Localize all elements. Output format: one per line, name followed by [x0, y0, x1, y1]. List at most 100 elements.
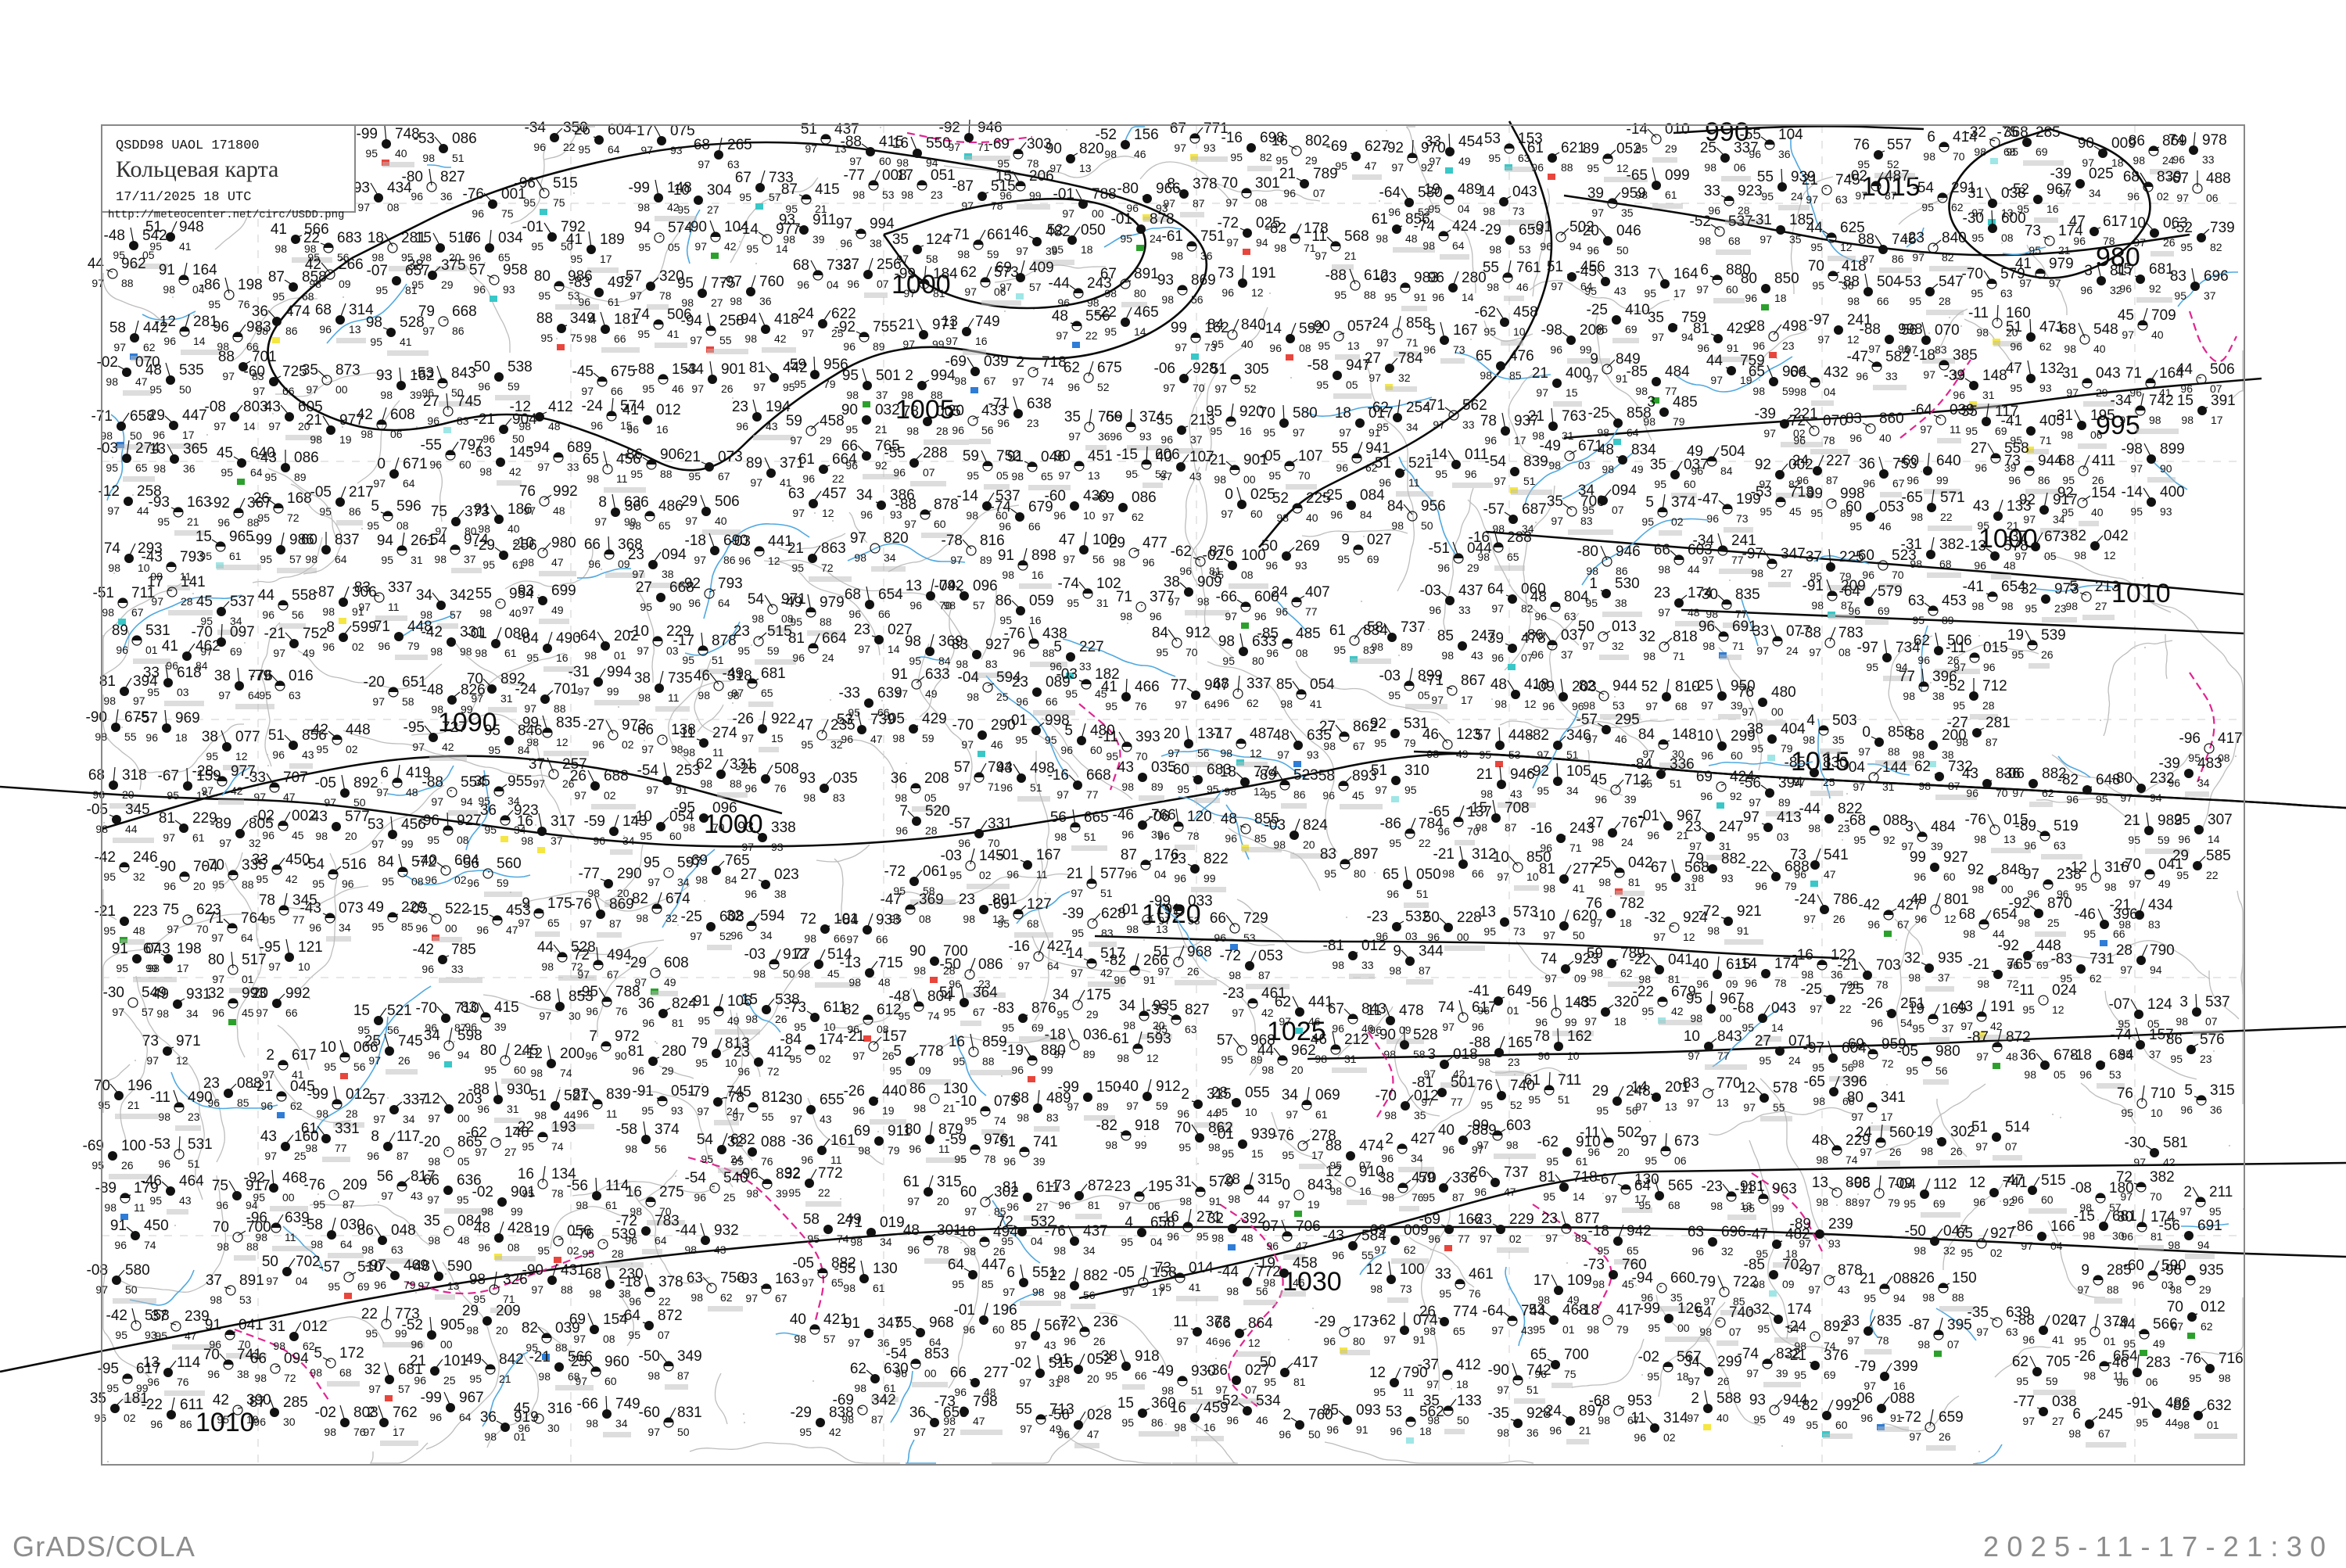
- svg-text:-67: -67: [2168, 170, 2189, 187]
- svg-text:-65: -65: [1429, 804, 1450, 820]
- svg-text:97: 97: [253, 385, 265, 397]
- svg-text:95: 95: [1056, 1008, 1069, 1021]
- svg-text:98: 98: [1273, 838, 1286, 851]
- svg-text:85: 85: [401, 920, 414, 933]
- svg-text:-49: -49: [723, 666, 744, 682]
- svg-text:95: 95: [2075, 881, 2087, 893]
- svg-text:31: 31: [1882, 780, 1895, 793]
- svg-text:49: 49: [1456, 748, 1469, 760]
- svg-text:42: 42: [724, 240, 737, 253]
- svg-text:-74: -74: [990, 499, 1012, 515]
- svg-text:5: 5: [893, 1043, 902, 1060]
- svg-text:66: 66: [1210, 910, 1226, 927]
- svg-text:96: 96: [909, 599, 922, 612]
- svg-text:98: 98: [106, 375, 118, 388]
- svg-text:98: 98: [730, 295, 742, 307]
- svg-text:-53: -53: [1900, 274, 1921, 290]
- svg-text:10: 10: [673, 182, 690, 199]
- svg-text:538: 538: [508, 359, 533, 375]
- svg-text:97: 97: [1543, 929, 1555, 942]
- svg-text:23: 23: [1170, 851, 1186, 867]
- svg-text:62: 62: [1620, 967, 1633, 979]
- svg-text:-33: -33: [245, 770, 266, 786]
- svg-text:95: 95: [1230, 151, 1243, 163]
- svg-text:301: 301: [1255, 175, 1280, 192]
- svg-text:96: 96: [840, 237, 852, 249]
- svg-text:96: 96: [1121, 828, 1134, 841]
- svg-text:498: 498: [1782, 318, 1807, 335]
- svg-text:95: 95: [1488, 152, 1501, 164]
- svg-text:24: 24: [1621, 836, 1634, 849]
- svg-text:-03: -03: [744, 946, 766, 963]
- svg-text:65: 65: [1041, 470, 1053, 483]
- svg-text:-03: -03: [1420, 583, 1441, 599]
- svg-text:59: 59: [987, 248, 999, 260]
- svg-text:97: 97: [211, 931, 224, 944]
- svg-text:95: 95: [375, 284, 388, 296]
- svg-text:98: 98: [1371, 640, 1383, 653]
- svg-text:23: 23: [1654, 585, 1670, 601]
- svg-text:83: 83: [461, 999, 477, 1016]
- svg-text:98: 98: [479, 465, 492, 478]
- svg-text:98: 98: [963, 913, 975, 925]
- svg-text:13: 13: [1088, 469, 1100, 482]
- svg-text:-55: -55: [884, 445, 906, 461]
- svg-text:97: 97: [1175, 698, 1187, 711]
- svg-text:79: 79: [1673, 415, 1685, 428]
- svg-text:369: 369: [919, 892, 944, 908]
- svg-text:00: 00: [1457, 931, 1469, 943]
- svg-text:98: 98: [1910, 511, 1923, 523]
- svg-text:69: 69: [230, 645, 242, 658]
- svg-text:32: 32: [1612, 640, 1624, 652]
- svg-text:295: 295: [1615, 712, 1640, 728]
- svg-text:98: 98: [1494, 698, 1507, 710]
- svg-text:870: 870: [2047, 895, 2072, 912]
- svg-text:71: 71: [207, 910, 224, 927]
- svg-text:93: 93: [1307, 748, 1319, 761]
- svg-text:98: 98: [1918, 780, 1931, 792]
- svg-text:97: 97: [2049, 277, 2061, 289]
- svg-text:-03: -03: [941, 848, 962, 864]
- svg-text:76: 76: [1853, 137, 1870, 153]
- svg-text:96: 96: [92, 788, 105, 801]
- svg-text:-30: -30: [1697, 587, 1718, 603]
- svg-text:21: 21: [187, 515, 199, 528]
- svg-text:97: 97: [685, 515, 698, 527]
- svg-text:93: 93: [1203, 142, 1216, 154]
- svg-text:22: 22: [1085, 329, 1098, 342]
- svg-text:96: 96: [1953, 389, 1965, 401]
- svg-text:76: 76: [238, 298, 250, 310]
- svg-text:-01: -01: [1053, 186, 1074, 203]
- svg-text:41: 41: [566, 231, 583, 248]
- svg-text:25: 25: [2047, 917, 2060, 929]
- svg-text:-05: -05: [315, 775, 336, 791]
- svg-text:9: 9: [522, 895, 530, 912]
- svg-text:82: 82: [1260, 151, 1272, 163]
- svg-text:57: 57: [1029, 281, 1042, 293]
- svg-text:-14: -14: [1261, 321, 1282, 337]
- svg-text:87: 87: [1419, 964, 1431, 977]
- svg-text:096: 096: [712, 800, 737, 816]
- svg-text:-47: -47: [881, 892, 902, 908]
- svg-text:08: 08: [1838, 646, 1851, 658]
- svg-text:96: 96: [1437, 562, 1450, 574]
- svg-text:94: 94: [461, 795, 473, 808]
- svg-text:962: 962: [121, 256, 146, 272]
- svg-text:00: 00: [335, 383, 348, 396]
- svg-text:95: 95: [644, 855, 660, 871]
- svg-text:-16: -16: [1009, 938, 1030, 955]
- svg-text:745: 745: [398, 1033, 423, 1050]
- svg-text:40: 40: [2093, 343, 2106, 355]
- svg-text:7: 7: [589, 1028, 597, 1045]
- svg-text:96: 96: [1332, 1022, 1344, 1035]
- svg-text:19: 19: [2007, 627, 2024, 644]
- svg-text:11: 11: [616, 472, 628, 485]
- svg-text:33: 33: [1752, 623, 1769, 640]
- svg-text:577: 577: [345, 809, 370, 825]
- svg-text:212: 212: [1344, 1032, 1369, 1048]
- svg-text:23: 23: [854, 622, 870, 638]
- svg-text:97: 97: [577, 685, 590, 698]
- svg-text:95: 95: [1268, 469, 1281, 482]
- svg-text:20: 20: [1291, 1064, 1304, 1076]
- svg-text:80: 80: [1134, 287, 1146, 300]
